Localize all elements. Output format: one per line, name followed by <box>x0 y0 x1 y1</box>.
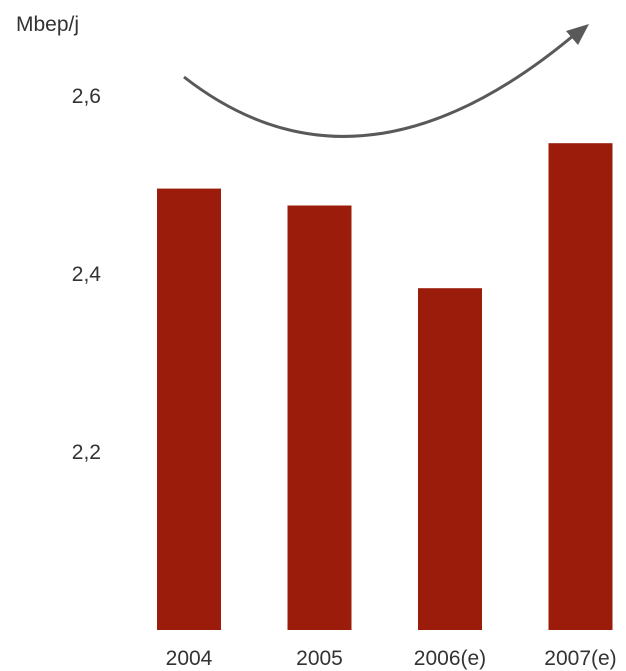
x-axis-labels: 2004 2005 2006(e) 2007(e) <box>166 647 617 670</box>
y-tick-label: 2,2 <box>72 441 101 464</box>
y-axis-ticks: 2,2 2,4 2,6 <box>72 85 102 464</box>
x-tick-label: 2006(e) <box>414 647 486 670</box>
arrow-head-icon <box>566 24 589 45</box>
y-tick-label: 2,4 <box>72 263 102 286</box>
x-tick-label: 2004 <box>166 647 213 670</box>
y-tick-label: 2,6 <box>72 85 101 108</box>
x-tick-label: 2005 <box>296 647 343 670</box>
trend-arrow <box>183 24 589 138</box>
y-axis-unit-label: Mbep/j <box>16 13 79 36</box>
bar-2006(e) <box>418 288 482 630</box>
bar-2004 <box>157 188 221 630</box>
trend-curve <box>183 28 581 138</box>
bar-2005 <box>287 205 352 630</box>
bar-2007(e) <box>548 143 613 630</box>
bars-group <box>157 143 613 630</box>
x-tick-label: 2007(e) <box>544 647 616 670</box>
